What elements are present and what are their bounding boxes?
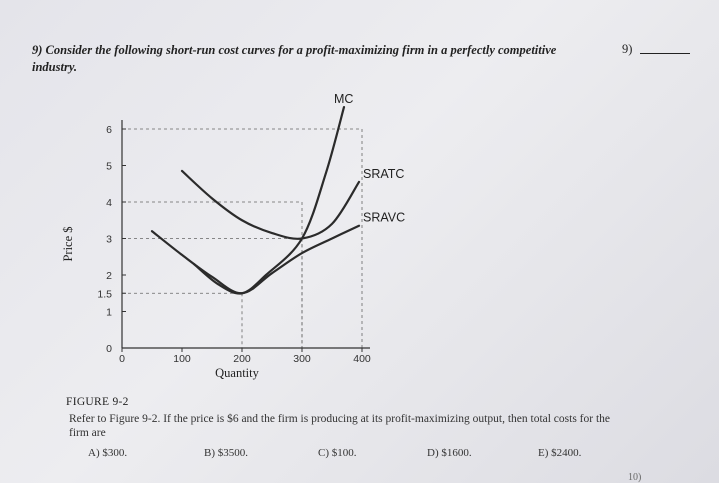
choice-b[interactable]: B) $3500. <box>204 447 248 459</box>
y-tick-label: 1 <box>106 307 112 319</box>
next-question-number: 10) <box>628 472 642 483</box>
x-tick-label: 100 <box>173 353 191 365</box>
problem-text: Refer to Figure 9-2. If the price is $6 … <box>69 413 611 439</box>
y-tick-label: 0 <box>106 343 112 355</box>
choice-e[interactable]: E) $2400. <box>538 447 582 459</box>
label-mc: MC <box>334 92 353 106</box>
curves <box>150 106 361 295</box>
curve-sratc <box>180 169 361 240</box>
choice-c[interactable]: C) $100. <box>318 447 357 459</box>
x-ticks: 0 100 200 300 400 <box>119 348 371 365</box>
x-tick-label: 300 <box>293 353 311 365</box>
y-tick-label: 2 <box>106 270 112 282</box>
y-tick-label: 4 <box>106 197 112 209</box>
choice-d[interactable]: D) $1600. <box>427 447 472 459</box>
label-sratc: SRATC <box>363 167 404 181</box>
curve-sravc <box>150 224 361 295</box>
answer-blank[interactable] <box>640 53 690 54</box>
x-tick-label: 400 <box>353 353 371 365</box>
y-ticks: 0 1 1.5 2 3 4 5 6 <box>97 124 126 355</box>
reference-lines <box>122 128 363 348</box>
y-tick-label: 1.5 <box>97 288 112 300</box>
curve-mc <box>192 106 346 295</box>
choice-a[interactable]: A) $300. <box>88 447 128 459</box>
y-tick-label: 3 <box>106 234 112 246</box>
question-number: 9) <box>622 42 633 56</box>
x-tick-label: 200 <box>233 353 251 365</box>
y-tick-label: 5 <box>106 161 112 173</box>
label-sravc: SRAVC <box>363 211 405 225</box>
y-axis-label: Price $ <box>61 226 75 261</box>
figure-label: FIGURE 9-2 <box>66 396 129 408</box>
y-tick-label: 6 <box>106 124 112 136</box>
x-tick-label: 0 <box>119 353 125 365</box>
x-axis-label: Quantity <box>215 366 259 380</box>
curve-labels: MC SRATC SRAVC <box>334 92 405 225</box>
axes <box>121 120 370 349</box>
question-text: 9) Consider the following short-run cost… <box>32 43 557 74</box>
